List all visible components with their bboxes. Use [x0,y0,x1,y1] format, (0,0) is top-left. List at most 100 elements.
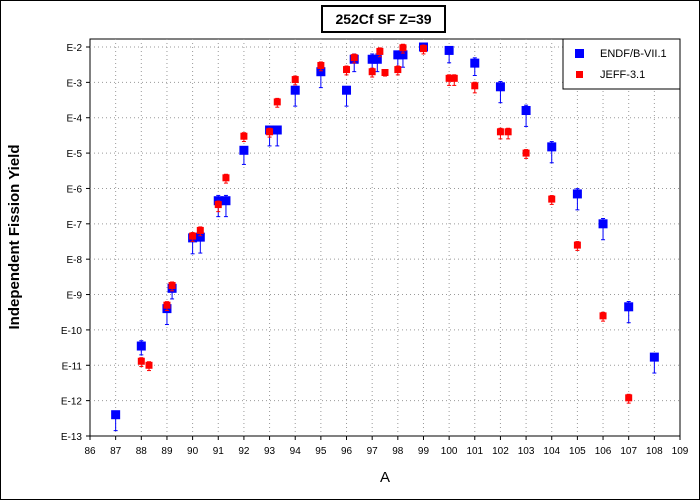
data-point [522,149,530,157]
data-point [372,54,382,64]
y-axis-ticks: E-2 E-3 E-4 E-5 E-6 E-7 E-8 E-9 E-10 E-11 E-12 E-13 [61,43,90,443]
x-tick-label: 88 [136,446,148,457]
data-point [111,410,121,420]
data-point [521,106,531,116]
data-point [649,352,659,362]
data-point [316,67,326,77]
x-tick-label: 100 [441,446,458,457]
data-point [444,45,454,55]
legend-label-endf: ENDF/B-VII.1 [600,48,667,60]
chart-title: 252Cf SF Z=39 [321,5,446,33]
data-point [599,312,607,320]
data-point [136,341,146,351]
data-point [273,98,281,106]
y-tick-label: E-4 [66,114,82,125]
x-tick-label: 98 [392,446,404,457]
x-tick-label: 86 [84,446,96,457]
data-point [573,241,581,249]
x-tick-label: 109 [672,446,689,457]
x-tick-label: 93 [264,446,276,457]
y-tick-label: E-3 [66,78,82,89]
x-tick-label: 108 [646,446,663,457]
x-tick-label: 96 [341,446,353,457]
data-point [196,226,204,234]
x-tick-label: 92 [238,446,250,457]
data-point [168,282,176,290]
legend-marker-jeff [576,71,583,78]
x-axis-label: A [380,469,390,486]
legend: ENDF/B-VII.1 JEFF-3.1 [562,38,681,90]
legend-marker-endf [575,49,584,58]
y-tick-label: E-8 [66,255,82,266]
data-point [496,128,504,136]
data-point [450,74,458,82]
x-tick-label: 90 [187,446,199,457]
data-point [419,45,427,53]
x-tick-label: 95 [315,446,327,457]
data-point [624,302,634,312]
y-tick-label: E-11 [62,361,83,372]
data-point [376,47,384,55]
data-point [137,357,145,365]
data-point [393,50,403,60]
x-tick-label: 94 [290,446,302,457]
data-point [145,361,153,369]
y-tick-label: E-10 [61,326,83,337]
y-tick-label: E-7 [66,220,82,231]
data-point [189,232,197,240]
data-point [222,174,230,182]
legend-box [562,38,681,90]
x-tick-label: 91 [213,446,225,457]
data-point [367,54,377,64]
x-tick-label: 97 [367,446,379,457]
data-point [470,58,480,68]
data-point [504,128,512,136]
data-point [240,132,248,140]
data-point [214,201,222,209]
data-point [445,74,453,82]
data-point [342,85,352,95]
y-tick-label: E-2 [66,43,82,54]
data-point [394,66,402,74]
data-point [290,85,300,95]
data-point [495,82,505,92]
data-point [548,195,556,203]
series-1 [137,43,633,404]
data-point [221,196,231,206]
x-tick-label: 103 [518,446,535,457]
x-tick-label: 105 [569,446,586,457]
data-point [239,145,249,155]
data-point [343,66,351,74]
x-tick-label: 101 [466,446,483,457]
data-point [381,69,389,77]
data-point [350,54,358,62]
x-tick-label: 107 [620,446,637,457]
data-point [266,128,274,136]
data-point [547,142,557,152]
data-point [572,189,582,199]
y-tick-label: E-12 [61,397,83,408]
x-axis-ticks: 86 87 88 89 90 91 92 93 94 95 96 97 98 99 100 101 102 103… [84,436,689,457]
y-axis-label: Independent Fission Yield [6,144,23,329]
x-tick-label: 106 [595,446,612,457]
data-point [399,44,407,52]
legend-label-jeff: JEFF-3.1 [600,69,645,81]
x-tick-label: 87 [110,446,122,457]
data-point [163,301,171,309]
series-layer [111,42,659,432]
data-point [368,68,376,76]
data-point [398,50,408,60]
x-tick-label: 102 [492,446,509,457]
x-tick-label: 104 [543,446,560,457]
plot-area [89,38,681,437]
data-point [195,232,205,242]
data-point [291,76,299,84]
x-tick-label: 89 [161,446,173,457]
series-0 [111,42,659,432]
data-point [471,82,479,90]
data-point [317,61,325,69]
y-tick-label: E-9 [66,291,82,302]
data-point [625,394,633,402]
y-tick-label: E-5 [66,149,82,160]
